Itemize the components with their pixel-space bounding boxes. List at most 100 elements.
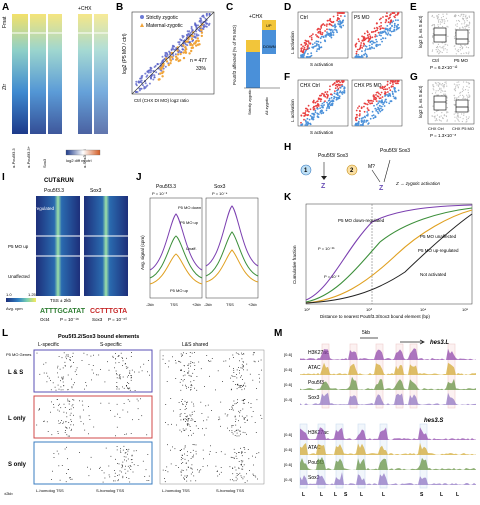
dot: [91, 369, 93, 371]
point: [431, 15, 433, 18]
point: [454, 45, 456, 47]
dot: [103, 472, 105, 474]
point: [366, 107, 369, 109]
point: [438, 119, 440, 121]
point: [343, 86, 346, 89]
dot: [116, 374, 118, 376]
row-label: P5 MO up: [8, 244, 29, 249]
dot: [129, 465, 131, 466]
scale-label: TSS ± 2kb: [50, 298, 71, 303]
bar-down: [262, 30, 276, 54]
highlight-box: [299, 423, 308, 489]
point: [387, 91, 389, 93]
point: [301, 54, 304, 57]
point: [438, 14, 440, 16]
point: [208, 13, 211, 15]
point: [304, 113, 307, 116]
point: [177, 59, 180, 63]
dot: [193, 403, 194, 405]
point: [316, 113, 319, 115]
dot: [122, 465, 123, 467]
dot: [243, 385, 244, 387]
point: [384, 37, 387, 40]
point: [457, 119, 459, 121]
point: [317, 31, 320, 33]
y-axis-label: log2 (L vs S act): [418, 15, 423, 48]
dot: [231, 432, 233, 433]
dot: [249, 373, 251, 375]
point: [364, 52, 367, 55]
dot: [182, 470, 184, 471]
point: [380, 101, 383, 104]
point: [314, 45, 316, 48]
panel-letter: G: [410, 72, 418, 83]
dot: [185, 405, 186, 407]
dot: [191, 384, 192, 386]
dot: [232, 467, 233, 469]
dot: [215, 465, 217, 467]
point: [180, 51, 183, 54]
point: [468, 82, 471, 84]
dot: [193, 380, 195, 381]
point: [365, 45, 368, 48]
dot: [51, 401, 52, 403]
dot: [135, 450, 137, 452]
point: [374, 29, 377, 32]
point: [326, 95, 329, 98]
point: [464, 44, 466, 46]
dot: [203, 420, 204, 422]
dot: [231, 426, 233, 428]
dot: [116, 446, 118, 447]
point: [139, 87, 142, 90]
dot: [252, 455, 253, 457]
dot: [67, 356, 69, 357]
dot: [66, 434, 68, 436]
point: [383, 101, 385, 104]
dot: [178, 360, 179, 362]
point: [336, 31, 338, 34]
dot: [114, 415, 116, 417]
point: [304, 110, 307, 112]
point: [468, 116, 470, 118]
point: [392, 83, 394, 85]
point: [457, 49, 459, 51]
dot: [65, 426, 66, 428]
dot: [181, 454, 183, 456]
point: [376, 103, 378, 106]
row-label: S only: [8, 462, 27, 468]
dot: [71, 405, 73, 407]
dot: [191, 434, 192, 436]
point: [364, 49, 366, 52]
dot: [73, 424, 74, 426]
dot: [186, 419, 188, 421]
dot: [60, 422, 61, 424]
dot: [239, 430, 241, 432]
point: [191, 29, 194, 32]
dot: [187, 418, 189, 419]
dot: [194, 352, 195, 353]
point: [463, 52, 465, 54]
dot: [183, 365, 185, 366]
dot: [252, 411, 254, 412]
point: [379, 28, 382, 31]
gene-name: hes3.S: [424, 418, 443, 424]
point: [453, 94, 455, 96]
point: [444, 20, 446, 22]
dot: [234, 431, 236, 433]
dot: [59, 368, 61, 370]
dot: [208, 361, 210, 362]
point: [190, 49, 193, 53]
dot: [85, 382, 87, 383]
point: [169, 62, 172, 65]
point: [384, 88, 387, 91]
dot: [59, 479, 61, 481]
point: [340, 12, 342, 14]
step-number: 2: [350, 168, 354, 174]
point: [453, 113, 455, 115]
point: [389, 100, 392, 103]
anno: Unaff.: [186, 246, 197, 251]
point: [389, 33, 391, 36]
dot: [67, 458, 68, 460]
dot: [246, 369, 248, 371]
motif-name: Oct4: [40, 317, 50, 322]
